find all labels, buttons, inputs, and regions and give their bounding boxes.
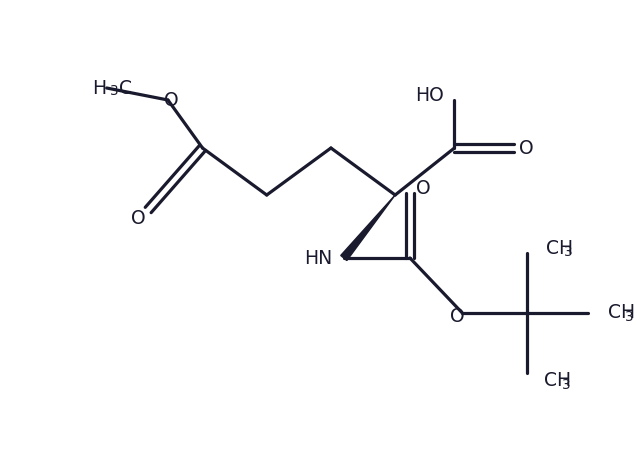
Text: O: O xyxy=(417,180,431,198)
Text: O: O xyxy=(519,139,534,157)
Text: CH: CH xyxy=(547,238,573,258)
Text: C: C xyxy=(118,78,132,97)
Text: 3: 3 xyxy=(625,310,634,324)
Text: H: H xyxy=(93,78,107,97)
Text: O: O xyxy=(131,209,146,227)
Text: HN: HN xyxy=(304,249,332,267)
Text: 3: 3 xyxy=(564,245,573,259)
Text: O: O xyxy=(164,91,178,110)
Text: O: O xyxy=(450,306,465,326)
Text: 3: 3 xyxy=(562,378,571,392)
Text: CH: CH xyxy=(545,371,572,391)
Polygon shape xyxy=(340,195,395,260)
Text: 3: 3 xyxy=(109,84,118,98)
Text: HO: HO xyxy=(415,86,444,104)
Text: CH: CH xyxy=(607,304,635,322)
